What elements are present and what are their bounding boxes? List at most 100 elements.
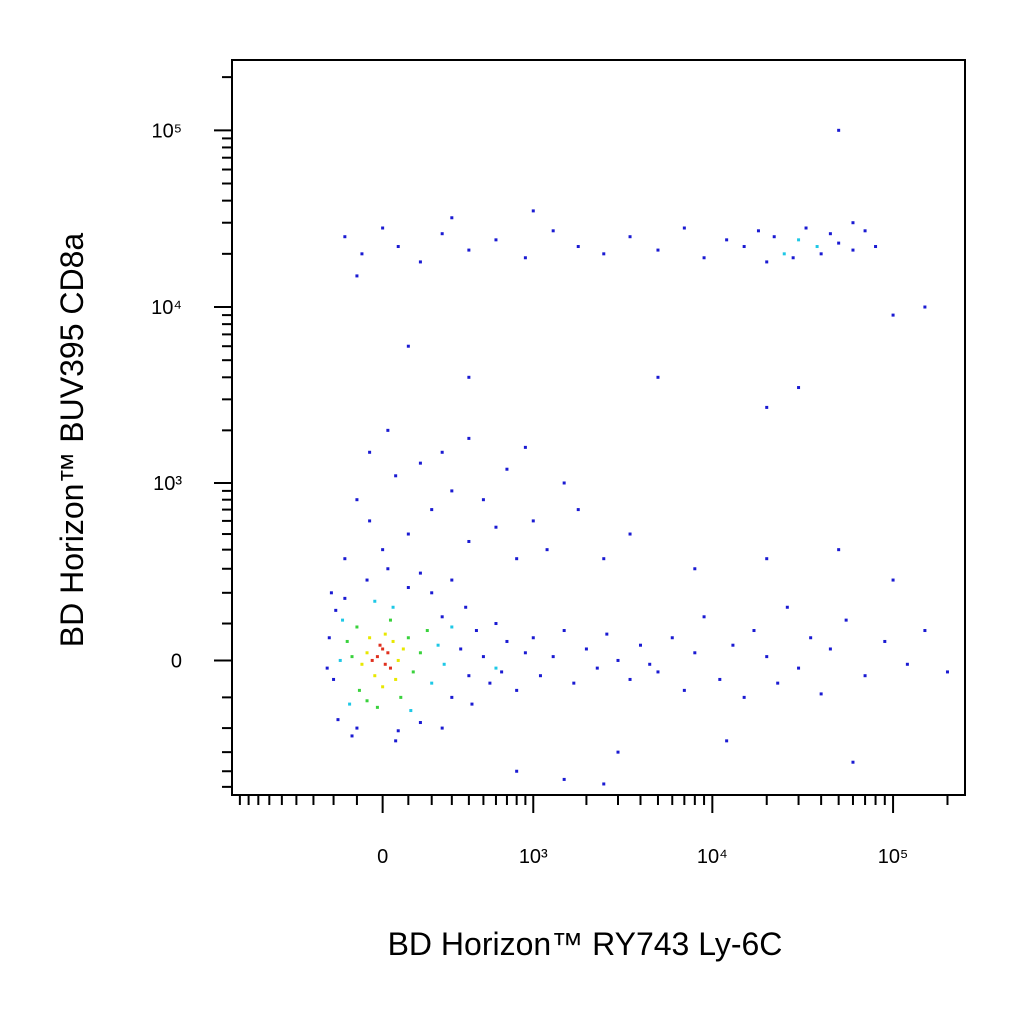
data-point <box>396 245 400 249</box>
y-axis-title: BD Horizon™ BUV395 CD8a <box>54 233 90 648</box>
data-point <box>923 305 927 309</box>
data-point <box>523 256 527 260</box>
y-tick-label: 10³ <box>153 473 182 495</box>
data-point <box>628 677 632 681</box>
data-point <box>682 688 686 692</box>
data-point <box>467 539 471 543</box>
y-tick-label: 10⁵ <box>151 120 182 142</box>
data-point <box>863 674 867 678</box>
data-point <box>383 632 387 636</box>
data-point <box>370 658 374 662</box>
data-point <box>851 760 855 764</box>
data-point <box>628 235 632 239</box>
data-point <box>819 252 823 256</box>
data-point <box>481 655 485 659</box>
data-point <box>450 625 454 629</box>
data-point <box>442 662 446 666</box>
data-point <box>863 229 867 233</box>
data-point <box>365 578 369 582</box>
data-point <box>345 639 349 643</box>
data-point <box>430 591 434 595</box>
data-point <box>383 662 387 666</box>
data-point <box>368 450 372 454</box>
data-point <box>467 674 471 678</box>
data-point <box>551 655 555 659</box>
data-point <box>373 599 377 603</box>
data-point <box>406 532 410 536</box>
data-point <box>515 769 519 773</box>
data-point <box>797 238 801 242</box>
data-point <box>450 216 454 220</box>
data-point <box>523 445 527 449</box>
data-point <box>791 256 795 260</box>
data-point <box>718 677 722 681</box>
data-point <box>391 605 395 609</box>
data-point <box>355 625 359 629</box>
data-point <box>391 639 395 643</box>
data-point <box>341 618 345 622</box>
data-point <box>772 235 776 239</box>
data-point <box>945 670 949 674</box>
data-point <box>702 615 706 619</box>
data-point <box>355 498 359 502</box>
data-point <box>355 726 359 730</box>
data-point <box>365 699 369 703</box>
data-point <box>368 636 372 640</box>
data-point <box>399 695 403 699</box>
data-point <box>425 629 429 633</box>
data-point <box>386 651 390 655</box>
data-point <box>785 605 789 609</box>
data-point <box>828 647 832 651</box>
data-point <box>551 229 555 233</box>
data-point <box>394 677 398 681</box>
x-tick-label: 10³ <box>519 846 548 868</box>
data-point <box>338 658 342 662</box>
data-point <box>348 702 352 706</box>
data-point <box>401 647 405 651</box>
data-point <box>440 615 444 619</box>
data-point <box>494 622 498 626</box>
data-point <box>756 229 760 233</box>
data-point <box>742 695 746 699</box>
data-point <box>373 674 377 678</box>
data-point <box>418 651 422 655</box>
data-point <box>576 245 580 249</box>
data-point <box>616 750 620 754</box>
data-point <box>396 729 400 733</box>
data-point <box>488 681 492 685</box>
data-point <box>837 241 841 245</box>
data-point <box>656 375 660 379</box>
data-point <box>602 557 606 561</box>
data-point <box>450 489 454 493</box>
data-point <box>515 557 519 561</box>
data-point <box>375 655 379 659</box>
y-tick-label: 10⁴ <box>151 297 182 319</box>
data-point <box>572 681 576 685</box>
data-point <box>731 643 735 647</box>
data-point <box>467 248 471 252</box>
data-point <box>776 681 780 685</box>
data-point <box>343 596 347 600</box>
data-point <box>883 639 887 643</box>
data-point <box>440 726 444 730</box>
data-point <box>381 685 385 689</box>
data-point <box>531 209 535 213</box>
data-point <box>329 591 333 595</box>
plot-frame <box>231 59 966 796</box>
data-point <box>638 643 642 647</box>
data-point <box>350 734 354 738</box>
data-point <box>360 662 364 666</box>
data-point <box>464 605 468 609</box>
data-point <box>602 782 606 786</box>
data-point <box>851 221 855 225</box>
data-point <box>562 481 566 485</box>
data-point <box>388 666 392 670</box>
data-point <box>752 629 756 633</box>
data-point <box>905 662 909 666</box>
data-point <box>368 519 372 523</box>
y-tick-label: 0 <box>171 650 182 672</box>
data-point <box>467 375 471 379</box>
plot-area <box>325 128 949 786</box>
data-point <box>670 636 674 640</box>
